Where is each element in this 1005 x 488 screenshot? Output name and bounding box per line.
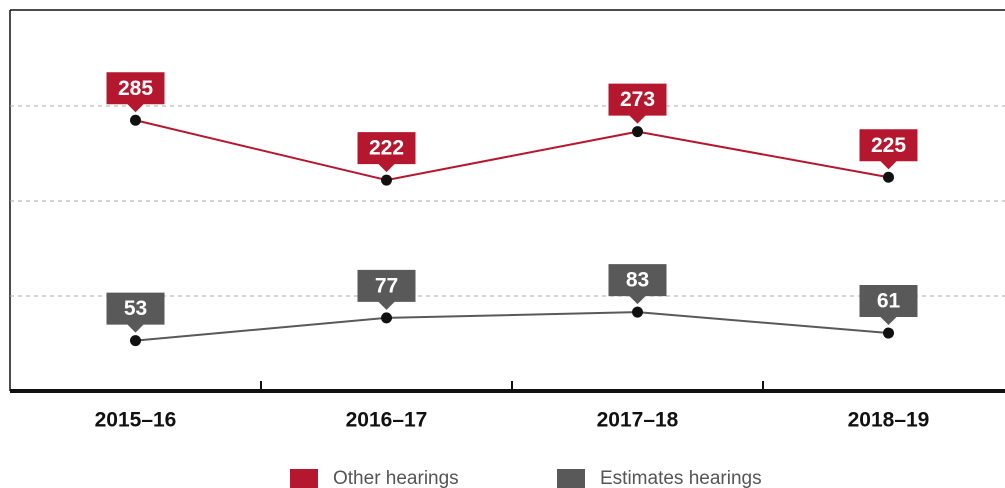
x-tick-label: 2015–16 [95,409,177,432]
x-tick-label: 2016–17 [346,409,428,432]
data-label: 273 [620,88,655,111]
data-label-box [106,292,165,333]
data-label: 222 [369,137,404,160]
series-line [135,119,889,182]
data-label-box [859,129,918,170]
data-point [130,114,141,126]
data-label: 83 [626,269,649,292]
data-label: 53 [124,297,147,320]
data-label-box [357,132,416,173]
data-point [632,306,643,318]
data-label-box [106,72,165,113]
data-point [632,126,643,138]
data-label-box [357,269,416,310]
legend-label: Estimates hearings [600,468,762,488]
series-line [135,311,889,342]
data-label: 61 [877,290,901,313]
legend-swatch [557,469,585,488]
data-label-box [608,264,667,305]
data-point [883,327,894,339]
data-point [381,174,392,186]
data-label-box [608,83,667,124]
x-tick-label: 2018–19 [848,409,930,432]
data-label: 285 [118,77,153,100]
data-point [130,335,141,347]
data-label-box [859,285,918,326]
data-point [381,312,392,324]
x-tick-label: 2017–18 [597,409,679,432]
legend-label: Other hearings [333,468,459,488]
data-label: 77 [375,274,398,297]
data-label: 225 [871,134,906,157]
data-point [883,171,894,183]
legend-swatch [290,469,318,488]
